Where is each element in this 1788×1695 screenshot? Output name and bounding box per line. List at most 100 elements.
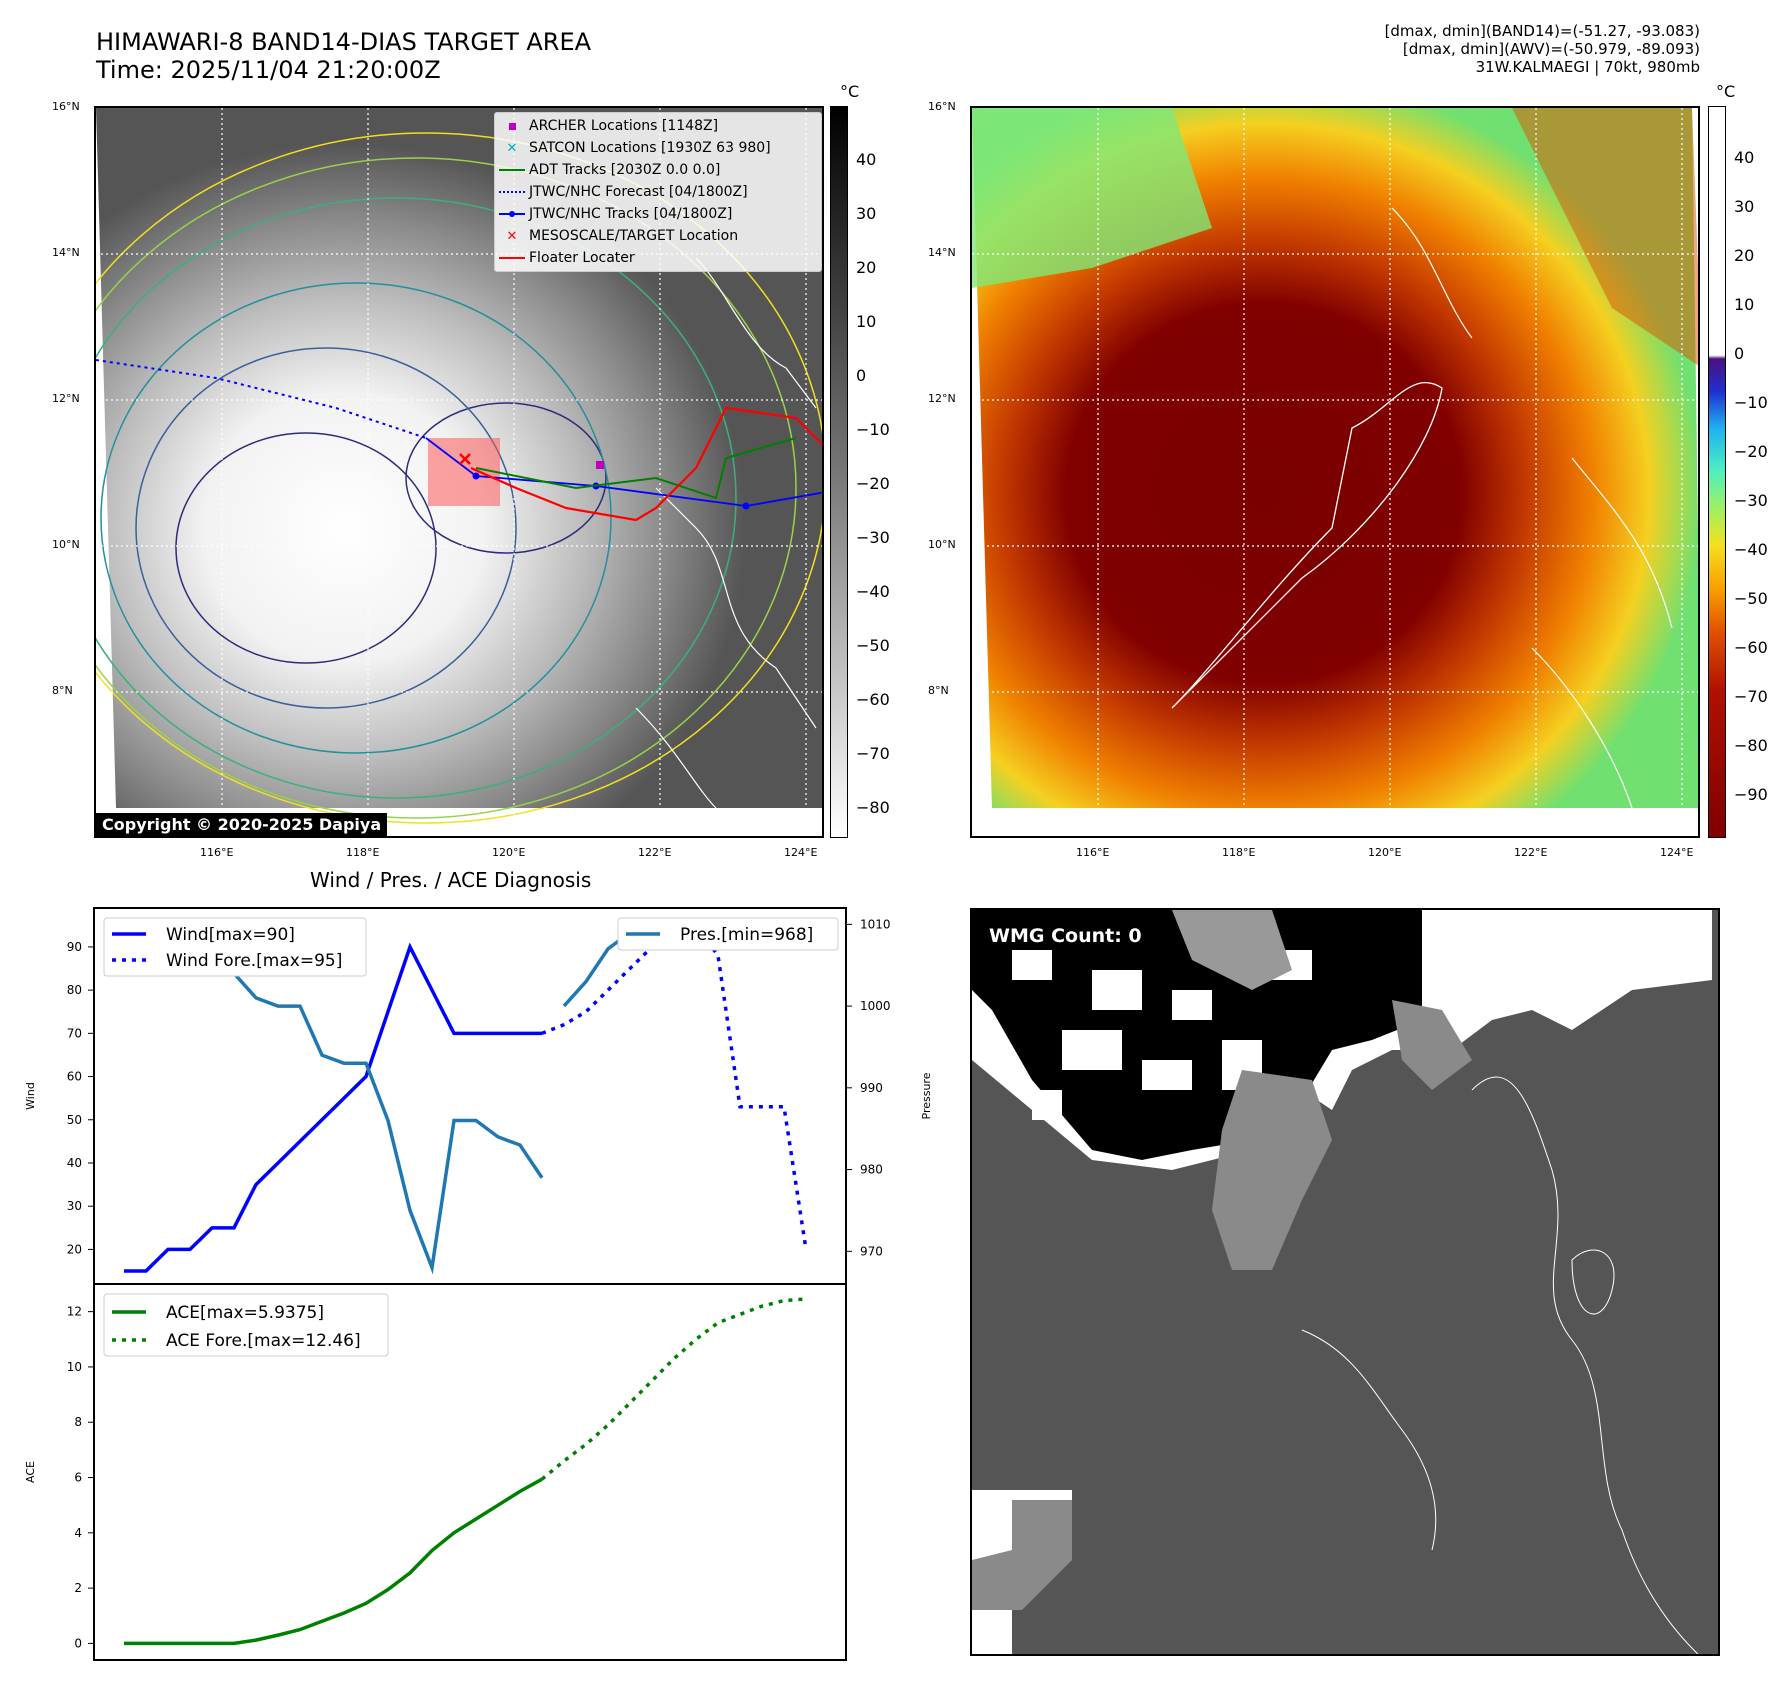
line-icon	[495, 247, 529, 269]
main-title: HIMAWARI-8 BAND14-DIAS TARGET AREA Time:…	[96, 28, 591, 84]
lat-label: 16°N	[928, 100, 956, 113]
colorbar-tick-label: 30	[856, 204, 877, 223]
y2-tick-label: 970	[860, 1244, 883, 1258]
series-line	[124, 1477, 543, 1646]
y-tick-label: 40	[67, 1156, 82, 1170]
legend-label: Wind[max=90]	[166, 925, 295, 945]
colorbar-tick-label: −70	[856, 744, 890, 763]
lon-label: 120°E	[1368, 846, 1402, 859]
colorbar-tick-label: 0	[856, 366, 867, 385]
title-line-2: Time: 2025/11/04 21:20:00Z	[96, 56, 441, 84]
colorbar-tick-label: −40	[856, 582, 890, 601]
y2-axis-label: Pressure	[920, 1072, 930, 1119]
colorbar-tick-label: −10	[1734, 393, 1768, 412]
colorbar-tick-label: −30	[1734, 491, 1768, 510]
colorbar-tick-label: −20	[856, 474, 890, 493]
y-tick-label: 90	[67, 940, 82, 954]
lon-label: 122°E	[1514, 846, 1548, 859]
colorbar-tick-label: 40	[856, 150, 877, 169]
legend-label: ARCHER Locations [1148Z]	[529, 118, 719, 134]
colorbar-tick-label: −40	[1734, 540, 1768, 559]
legend-label: Wind Fore.[max=95]	[166, 951, 342, 971]
series-line	[540, 1297, 807, 1481]
color-colorbar	[1708, 106, 1726, 838]
wmg-image	[972, 910, 1712, 1654]
lon-label: 116°E	[1076, 846, 1110, 859]
lon-label: 120°E	[492, 846, 526, 859]
legend-box	[103, 917, 367, 977]
y-tick-label: 6	[74, 1471, 82, 1485]
lon-label: 118°E	[1222, 846, 1256, 859]
colorbar-tick-label: 20	[1734, 246, 1755, 265]
lat-label: 14°N	[52, 246, 80, 259]
legend-label: MESOSCALE/TARGET Location	[529, 228, 739, 244]
dotted-line-icon	[495, 181, 529, 203]
lon-label: 118°E	[346, 846, 380, 859]
y-tick-label: 60	[67, 1070, 82, 1084]
legend-item-floater: Floater Locater	[495, 247, 821, 269]
info-line-2: [dmax, dmin](AWV)=(-50.979, -89.093)	[1402, 40, 1700, 58]
y-axis-label: ACE	[24, 1461, 37, 1483]
gray-colorbar	[830, 106, 848, 838]
colorbar-unit: °C	[840, 82, 860, 101]
lat-label: 8°N	[928, 684, 949, 697]
colorbar-tick-label: −10	[856, 420, 890, 439]
colorbar-tick-label: −80	[1734, 736, 1768, 755]
square-marker-icon	[495, 115, 529, 137]
y2-tick-label: 1010	[860, 917, 891, 931]
y-tick-label: 30	[67, 1199, 82, 1213]
y-tick-label: 50	[67, 1113, 82, 1127]
colorbar-tick-label: 30	[1734, 197, 1755, 216]
line-dot-icon	[495, 203, 529, 225]
chart-frame	[93, 1283, 847, 1661]
legend-label: ACE[max=5.9375]	[166, 1303, 324, 1323]
legend-item-jtwc-tracks: JTWC/NHC Tracks [04/1800Z]	[495, 203, 821, 225]
legend-label: Floater Locater	[529, 250, 635, 266]
line-icon	[495, 159, 529, 181]
y2-tick-label: 990	[860, 1081, 883, 1095]
info-line-3: 31W.KALMAEGI | 70kt, 980mb	[1475, 58, 1700, 76]
awv-map-image	[972, 108, 1698, 836]
map-legend: ARCHER Locations [1148Z] ✕ SATCON Locati…	[494, 112, 822, 272]
x-marker-icon: ✕	[506, 228, 518, 244]
y-tick-label: 0	[74, 1636, 82, 1650]
legend-item-target: ✕ MESOSCALE/TARGET Location	[495, 225, 821, 247]
legend-box	[103, 1293, 389, 1357]
legend-label: SATCON Locations [1930Z 63 980]	[529, 140, 771, 156]
colorbar-tick-label: −30	[856, 528, 890, 547]
chart-title: Wind / Pres. / ACE Diagnosis	[310, 868, 592, 892]
wmg-panel: WMG Count: 0	[970, 908, 1720, 1656]
colorbar-tick-label: −90	[1734, 785, 1768, 804]
colorbar-tick-label: −70	[1734, 687, 1768, 706]
colorbar-tick-label: −50	[856, 636, 890, 655]
colorbar-tick-label: 0	[1734, 344, 1745, 363]
colorbar-tick-label: −60	[856, 690, 890, 709]
colorbar-tick-label: −50	[1734, 589, 1768, 608]
colorbar-tick-label: −60	[1734, 638, 1768, 657]
y-tick-label: 2	[74, 1581, 82, 1595]
lon-label: 122°E	[638, 846, 672, 859]
colorbar-tick-label: −20	[1734, 442, 1768, 461]
legend-item-jtwc-forecast: JTWC/NHC Forecast [04/1800Z]	[495, 181, 821, 203]
colorbar-tick-label: 10	[1734, 295, 1755, 314]
y-tick-label: 20	[67, 1242, 82, 1256]
series-line	[541, 923, 808, 1250]
legend-label: Pres.[min=968]	[680, 925, 813, 945]
series-line	[124, 942, 542, 1273]
lat-label: 16°N	[52, 100, 80, 113]
ir-map-image	[96, 108, 822, 836]
y2-tick-label: 980	[860, 1163, 883, 1177]
y-axis-label: Wind	[24, 1082, 37, 1110]
y-tick-label: 10	[67, 1360, 82, 1374]
lon-label: 116°E	[200, 846, 234, 859]
colorbar-tick-label: 10	[856, 312, 877, 331]
y-tick-label: 70	[67, 1026, 82, 1040]
colorbar-tick-label: 40	[1734, 148, 1755, 167]
x-marker-icon: ✕	[506, 140, 518, 156]
legend-box	[617, 917, 839, 951]
copyright-label: Copyright © 2020-2025 Dapiya	[96, 813, 388, 836]
storm-info: [dmax, dmin](BAND14)=(-51.27, -93.083) […	[1385, 22, 1700, 76]
ir-map-panel: Copyright © 2020-2025 Dapiya ARCHER Loca…	[94, 106, 824, 838]
lon-label: 124°E	[1660, 846, 1694, 859]
colorbar-unit: °C	[1716, 82, 1736, 101]
